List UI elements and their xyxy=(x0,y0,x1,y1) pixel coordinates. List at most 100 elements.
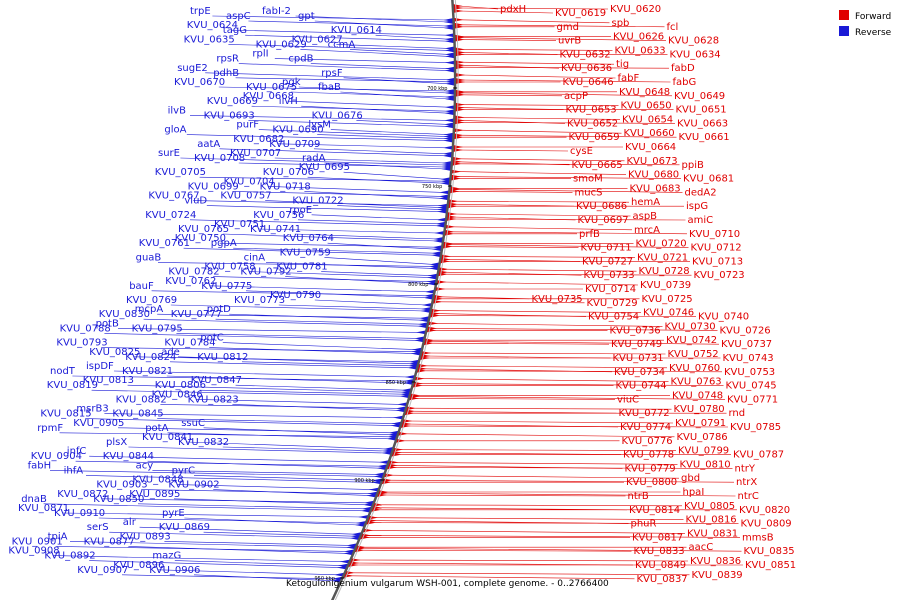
reverse-gene-label: ssuC xyxy=(181,418,205,429)
reverse-gene-label: serS xyxy=(87,522,109,533)
reverse-gene-arrow xyxy=(444,105,455,110)
reverse-leader-line xyxy=(89,455,383,463)
forward-leader-line xyxy=(360,549,632,552)
reverse-gene-arrow xyxy=(411,349,422,354)
reverse-gene-label: KVU_0903 xyxy=(96,480,147,491)
legend-forward-swatch xyxy=(839,10,849,20)
reverse-gene-label: KVU_0788 xyxy=(60,323,111,334)
reverse-leader-line xyxy=(300,49,449,57)
reverse-leader-line xyxy=(72,375,408,382)
reverse-leader-line xyxy=(301,105,449,114)
reverse-gene-label: KVU_0675 xyxy=(246,82,297,93)
forward-leader-line xyxy=(459,19,610,24)
reverse-leader-line xyxy=(232,404,400,411)
reverse-leader-line xyxy=(313,148,447,155)
reverse-leader-line xyxy=(49,470,378,477)
forward-gene-label: ppiB xyxy=(682,160,704,171)
reverse-gene-label: aspC xyxy=(226,11,251,22)
forward-gene-label: KVU_0742 xyxy=(666,335,717,346)
forward-gene-label: mucS xyxy=(575,187,603,198)
reverse-gene-label: KVU_0871 xyxy=(18,503,69,514)
forward-gene-arrow xyxy=(445,224,456,229)
forward-leader-line xyxy=(451,226,633,231)
reverse-leader-line xyxy=(113,370,409,378)
forward-leader-line xyxy=(415,396,726,400)
reverse-gene-arrow xyxy=(421,303,432,307)
reverse-leader-line xyxy=(218,86,450,92)
forward-gene-label: KVU_0723 xyxy=(694,270,745,281)
reverse-leader-line xyxy=(245,34,449,42)
reverse-leader-line xyxy=(222,342,416,350)
forward-gene-arrow xyxy=(454,115,465,120)
reverse-gene-label: lysM xyxy=(308,120,331,131)
reverse-leader-line xyxy=(231,29,449,36)
reverse-leader-line xyxy=(324,257,434,265)
reverse-gene-label: rpsF xyxy=(321,68,343,79)
reverse-gene-label: cinA xyxy=(244,252,266,263)
reverse-leader-line xyxy=(248,20,448,27)
reverse-gene-arrow xyxy=(337,565,348,570)
reverse-gene-arrow xyxy=(432,245,443,250)
forward-gene-label: KVU_0648 xyxy=(619,87,670,98)
reverse-leader-line xyxy=(189,219,440,227)
reverse-leader-line xyxy=(287,100,449,108)
reverse-gene-label: plsX xyxy=(106,437,127,448)
reverse-gene-label: KVU_0765 xyxy=(178,224,229,235)
forward-leader-line xyxy=(397,452,622,455)
reverse-gene-label: KVU_0901 xyxy=(12,536,63,547)
forward-leader-line xyxy=(459,134,677,138)
reverse-leader-line xyxy=(139,526,356,535)
reverse-leader-line xyxy=(109,531,354,539)
reverse-gene-arrow xyxy=(444,124,455,129)
reverse-gene-arrow xyxy=(444,39,455,44)
reverse-gene-label: KVU_0902 xyxy=(168,480,219,491)
forward-gene-label: KVU_0626 xyxy=(613,32,664,43)
forward-leader-line xyxy=(377,507,628,511)
reverse-leader-line xyxy=(314,299,427,306)
forward-leader-line xyxy=(382,494,626,497)
reverse-leader-line xyxy=(173,498,368,506)
reverse-gene-label: fbaB xyxy=(318,82,341,93)
forward-gene-label: KVU_0661 xyxy=(679,132,730,143)
forward-gene-arrow xyxy=(448,199,459,204)
reverse-gene-label: KVU_0767 xyxy=(148,191,199,202)
reverse-gene-arrow xyxy=(424,289,435,294)
forward-leader-line xyxy=(460,104,619,106)
forward-gene-arrow xyxy=(446,212,457,216)
reverse-leader-line xyxy=(248,120,449,127)
forward-gene-label: ntrY xyxy=(735,463,756,474)
reverse-gene-arrow xyxy=(442,151,453,156)
reverse-leader-line xyxy=(193,200,442,206)
reverse-leader-line xyxy=(294,233,438,240)
forward-gene-label: fabF xyxy=(618,73,640,84)
reverse-gene-label: dnaB xyxy=(21,494,47,505)
forward-leader-line xyxy=(404,433,675,438)
reverse-gene-arrow xyxy=(366,493,377,498)
forward-gene-label: KVU_0763 xyxy=(671,377,722,388)
reverse-leader-line xyxy=(104,333,419,341)
forward-gene-label: KVU_0720 xyxy=(636,239,687,250)
reverse-leader-line xyxy=(85,475,376,483)
reverse-leader-line xyxy=(222,233,438,242)
reverse-gene-label: msrB3 xyxy=(76,404,108,415)
reverse-gene-label: KVU_0793 xyxy=(56,338,107,349)
forward-gene-label: KVU_0729 xyxy=(587,298,638,309)
reverse-leader-line xyxy=(268,186,444,193)
forward-leader-line xyxy=(455,191,573,193)
reverse-gene-label: rpsR xyxy=(216,54,239,65)
reverse-leader-line xyxy=(167,432,391,440)
reverse-gene-arrow xyxy=(417,322,428,327)
reverse-gene-label: bauF xyxy=(129,281,154,292)
reverse-leader-line xyxy=(176,333,419,339)
forward-leader-line xyxy=(398,449,677,451)
reverse-gene-label: ccmA xyxy=(328,39,356,50)
reverse-leader-line xyxy=(337,205,442,210)
forward-gene-label: KVU_0649 xyxy=(674,91,725,102)
forward-leader-line xyxy=(426,355,611,359)
forward-gene-label: KVU_0721 xyxy=(637,252,688,263)
forward-leader-line xyxy=(460,107,564,110)
reverse-leader-line xyxy=(375,34,449,40)
reverse-leader-line xyxy=(133,356,413,363)
reverse-gene-arrow xyxy=(441,165,452,169)
forward-gene-label: KVU_0727 xyxy=(582,256,633,267)
